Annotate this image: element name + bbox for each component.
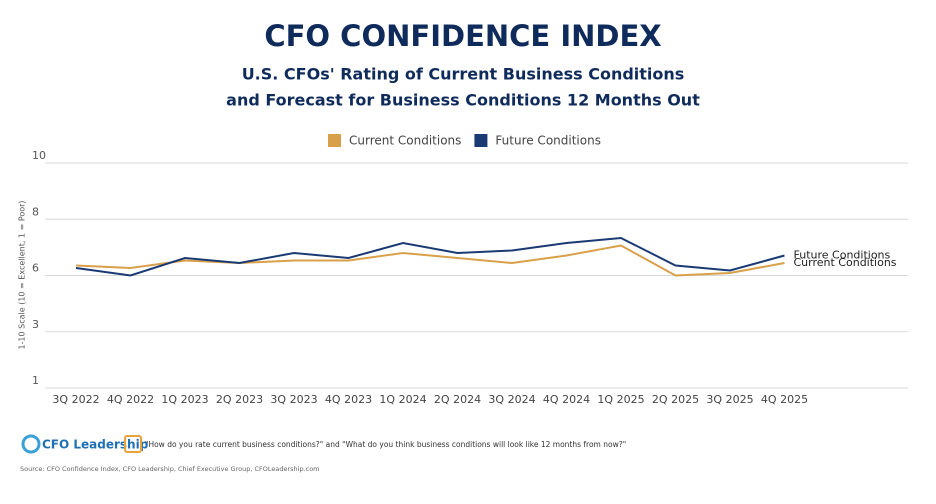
x-tick-label: 2Q 2023 (216, 393, 263, 406)
end-label: Current Conditions (794, 256, 897, 269)
legend-label: Current Conditions (349, 134, 461, 148)
x-tick-label: 4Q 2023 (325, 393, 372, 406)
x-tick-label: 1Q 2025 (597, 393, 644, 406)
legend-label: Future Conditions (495, 134, 601, 148)
line (75, 244, 785, 277)
legend-swatch (328, 134, 341, 147)
footnote: "How do you rate current business condit… (145, 440, 626, 449)
subtitle: and Forecast for Business Conditions 12 … (226, 91, 700, 110)
x-tick-label: 4Q 2025 (761, 393, 808, 406)
y-tick-label: 3 (32, 318, 39, 331)
y-tick-label: 6 (32, 262, 39, 275)
x-tick-label: 4Q 2022 (107, 393, 154, 406)
logo-icon (21, 434, 41, 454)
source: Source: CFO Confidence Index, CFO Leader… (20, 465, 320, 473)
x-tick-label: 3Q 2025 (706, 393, 753, 406)
x-tick-label: 2Q 2024 (434, 393, 481, 406)
y-tick-label: 8 (32, 205, 39, 218)
y-axis-label: 1-10 Scale (10 = Excellent, 1 = Poor) (18, 200, 27, 349)
chart-title: CFO CONFIDENCE INDEX (264, 19, 661, 53)
logo: CFO Leadership (42, 438, 149, 452)
x-tick-label: 2Q 2025 (652, 393, 699, 406)
end-label: Future Conditions (794, 249, 891, 262)
note-icon (124, 435, 142, 453)
legend-swatch (474, 134, 488, 147)
x-tick-label: 3Q 2023 (270, 393, 317, 406)
x-tick-label: 1Q 2023 (161, 393, 208, 406)
line (75, 236, 785, 277)
x-tick-label: 1Q 2024 (379, 393, 426, 406)
subtitle: U.S. CFOs' Rating of Current Business Co… (242, 65, 685, 84)
y-tick-label: 10 (32, 149, 46, 162)
x-tick-label: 4Q 2024 (543, 393, 590, 406)
x-tick-label: 3Q 2024 (488, 393, 535, 406)
y-tick-label: 1 (32, 374, 39, 387)
x-tick-label: 3Q 2022 (52, 393, 99, 406)
